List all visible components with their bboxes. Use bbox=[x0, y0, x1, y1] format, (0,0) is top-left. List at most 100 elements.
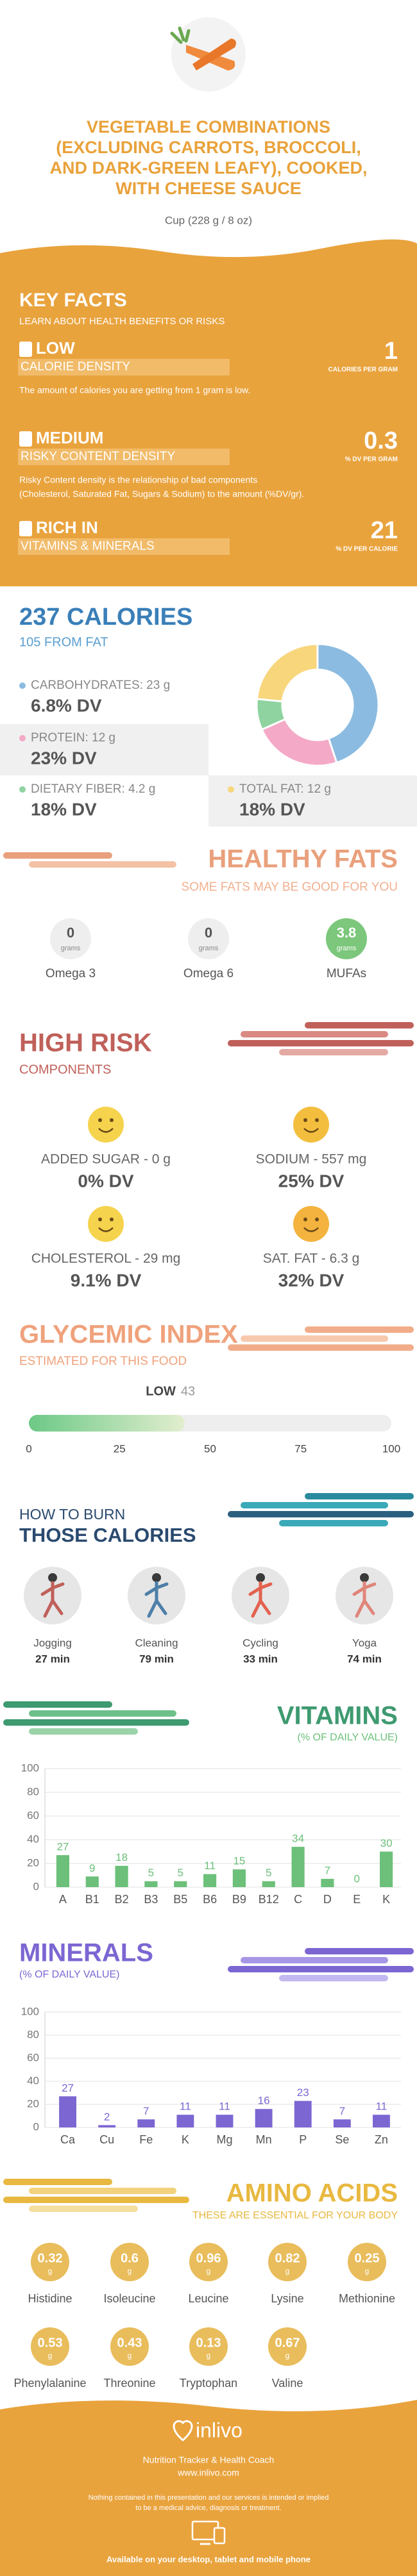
bar-value-label: 5 bbox=[266, 1867, 271, 1879]
chart-subtitle: (% OF DAILY VALUE) bbox=[298, 1732, 398, 1743]
donut-slice bbox=[255, 643, 319, 703]
face-mouth bbox=[98, 1128, 114, 1133]
gi-value: 43 bbox=[181, 1384, 195, 1398]
y-tick-label: 80 bbox=[27, 1785, 39, 1797]
amino-circle bbox=[31, 2327, 69, 2366]
calories-title: 237 CALORIES bbox=[19, 604, 192, 631]
fat-name: Omega 3 bbox=[46, 967, 96, 980]
amino-unit: g bbox=[48, 2351, 53, 2360]
calories-subtitle: 105 FROM FAT bbox=[19, 635, 108, 649]
title-line: VEGETABLE COMBINATIONS bbox=[87, 117, 330, 136]
brand-heart bbox=[173, 2420, 193, 2441]
section-subtitle: COMPONENTS bbox=[19, 1062, 111, 1077]
macro-label: TOTAL FAT: 12 g bbox=[239, 782, 331, 796]
bar bbox=[294, 2101, 312, 2127]
macro-dv: 18% DV bbox=[239, 799, 305, 819]
amino-value: 0.67 bbox=[275, 2336, 300, 2350]
risk-label: SODIUM - 557 mg bbox=[256, 1152, 367, 1167]
y-tick-label: 0 bbox=[33, 2120, 39, 2133]
bar-value-label: 23 bbox=[297, 2086, 309, 2099]
fat-unit: grams bbox=[199, 945, 219, 952]
figure-head bbox=[48, 1573, 57, 1582]
bar bbox=[98, 2125, 116, 2127]
bar-value-label: 0 bbox=[354, 1872, 360, 1885]
risk-face bbox=[293, 1107, 329, 1143]
x-tick-label: D bbox=[323, 1893, 332, 1906]
bar bbox=[137, 2119, 155, 2127]
fat-value: 0 bbox=[205, 925, 212, 941]
amino-value: 0.82 bbox=[275, 2251, 300, 2265]
y-tick-label: 40 bbox=[27, 1833, 39, 1845]
amino-value: 0.32 bbox=[38, 2251, 63, 2265]
risk-label: SAT. FAT - 6.3 g bbox=[263, 1251, 360, 1266]
fact-value: 21 bbox=[371, 517, 398, 544]
level: LOW bbox=[36, 338, 75, 358]
activity-name: Cleaning bbox=[135, 1637, 178, 1649]
x-tick-label: Se bbox=[335, 2133, 349, 2146]
bar-value-label: 9 bbox=[89, 1862, 95, 1874]
x-tick-label: C bbox=[294, 1893, 302, 1906]
x-tick-label: Fe bbox=[139, 2133, 153, 2146]
serving-size: Cup (228 g / 8 oz) bbox=[165, 214, 252, 226]
bar-value-label: 7 bbox=[339, 2105, 345, 2117]
bar bbox=[380, 1851, 393, 1887]
device-icon bbox=[213, 2527, 226, 2545]
chart-subtitle: (% OF DAILY VALUE) bbox=[19, 1969, 119, 1980]
x-tick-label: K bbox=[182, 2133, 189, 2146]
amino-value: 0.53 bbox=[38, 2336, 63, 2350]
activity-name: Jogging bbox=[33, 1637, 72, 1649]
fat-circle bbox=[188, 918, 229, 959]
bar bbox=[144, 1881, 158, 1887]
fact-name: VITAMINS & MINERALS bbox=[21, 540, 155, 553]
risk-dv: 0% DV bbox=[78, 1171, 133, 1191]
level-icon bbox=[19, 342, 32, 357]
x-tick-label: Ca bbox=[60, 2133, 76, 2146]
title-line: AND DARK-GREEN LEAFY), COOKED, bbox=[49, 158, 367, 178]
section-title: AMINO ACIDS bbox=[226, 2179, 398, 2208]
activity-time: 79 min bbox=[139, 1653, 174, 1665]
amino-unit: g bbox=[285, 2351, 290, 2360]
burn-title: HOW TO BURN bbox=[19, 1506, 125, 1523]
figure-head bbox=[152, 1573, 161, 1582]
bar-value-label: 27 bbox=[56, 1841, 69, 1853]
activity-name: Yoga bbox=[352, 1637, 377, 1649]
face-eye bbox=[98, 1118, 102, 1122]
title-line: (EXCLUDING CARROTS, BROCCOLI, bbox=[56, 138, 361, 157]
level: MEDIUM bbox=[36, 428, 103, 447]
bar-value-label: 11 bbox=[204, 1860, 216, 1872]
donut-slice bbox=[316, 643, 380, 764]
bar bbox=[174, 1881, 187, 1887]
bar-value-label: 5 bbox=[148, 1867, 154, 1879]
chart-title: VITAMINS bbox=[277, 1702, 398, 1730]
y-tick-label: 20 bbox=[27, 1856, 39, 1869]
figure-head bbox=[360, 1573, 369, 1582]
amino-circle bbox=[189, 2327, 228, 2366]
gi-tick-label: 100 bbox=[382, 1442, 400, 1455]
y-tick-label: 0 bbox=[33, 1880, 39, 1892]
url: www.inlivo.com bbox=[177, 2468, 239, 2478]
activity-time: 74 min bbox=[347, 1653, 382, 1665]
y-tick-label: 20 bbox=[27, 2097, 39, 2110]
amino-circle bbox=[268, 2327, 307, 2366]
amino-name: Histidine bbox=[28, 2292, 72, 2305]
tagline: Nutrition Tracker & Health Coach bbox=[143, 2455, 275, 2465]
y-tick-label: 60 bbox=[27, 1809, 39, 1821]
amino-name: Phenylalanine bbox=[13, 2377, 86, 2390]
footer-background bbox=[0, 2400, 417, 2576]
x-tick-label: P bbox=[299, 2133, 307, 2146]
figure-body bbox=[248, 1581, 273, 1618]
y-tick-label: 100 bbox=[21, 1762, 39, 1774]
amino-name: Isoleucine bbox=[103, 2292, 155, 2305]
amino-unit: g bbox=[128, 2266, 132, 2275]
face-eye bbox=[303, 1218, 307, 1221]
bar bbox=[56, 1855, 69, 1887]
bar bbox=[291, 1847, 305, 1887]
gi-tick-label: 25 bbox=[114, 1442, 126, 1455]
macro-band bbox=[0, 724, 208, 775]
bar bbox=[373, 2115, 390, 2127]
amino-circle bbox=[110, 2327, 149, 2366]
bar-value-label: 7 bbox=[143, 2105, 149, 2117]
bar-value-label: 7 bbox=[325, 1865, 330, 1877]
